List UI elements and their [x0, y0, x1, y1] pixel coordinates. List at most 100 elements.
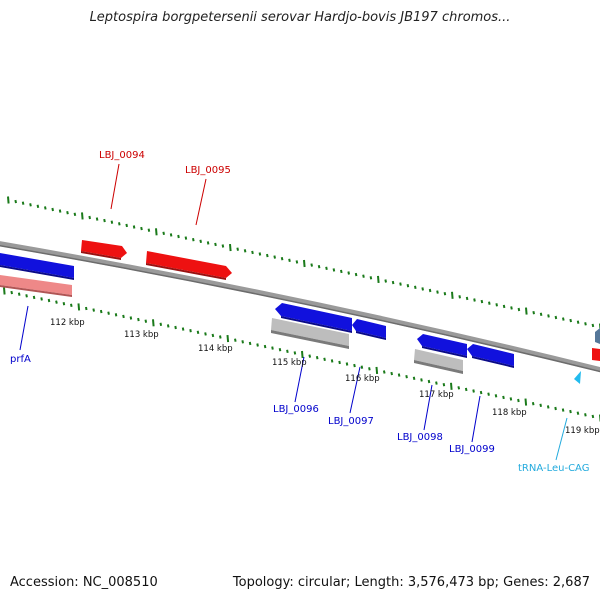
inner-tick [241, 340, 244, 344]
outer-tick [95, 217, 99, 221]
pseudo-feature-lbj-0096[interactable] [271, 318, 349, 349]
inner-tick [99, 309, 103, 314]
gene-feature-reverse-left[interactable] [0, 253, 74, 280]
outer-tick [369, 276, 373, 280]
inner-tick [576, 411, 580, 415]
outer-tick [354, 272, 358, 277]
outer-tick [258, 252, 262, 256]
inner-tick [442, 383, 446, 387]
inner-tick [85, 306, 88, 311]
outer-tick [384, 279, 387, 283]
inner-tick [166, 324, 170, 328]
outer-tick [266, 253, 269, 258]
outer-tick [458, 295, 461, 299]
gene-feature-lbj-0098[interactable] [417, 334, 467, 358]
outer-tick [295, 260, 299, 264]
inner-tick [457, 386, 461, 390]
gene-feature-prfa[interactable] [0, 275, 72, 297]
inner-tick [427, 379, 431, 384]
outer-tick [110, 220, 114, 224]
gene-label-lbj-0095[interactable]: LBJ_0095 [185, 165, 231, 176]
inner-tick [114, 313, 118, 317]
outer-tick [584, 322, 587, 326]
inner-tick [412, 376, 416, 380]
outer-tick [251, 250, 254, 255]
inner-tick [3, 287, 6, 295]
outer-tick [132, 225, 136, 229]
inner-tick [25, 294, 28, 298]
outer-tick [525, 307, 528, 315]
gene-label-trna-leu-cag[interactable]: tRNA-Leu-CAG [518, 463, 589, 474]
outer-tick [73, 212, 77, 216]
inner-tick [92, 308, 95, 312]
outer-tick [273, 255, 276, 259]
outer-tick [421, 287, 424, 291]
outer-tick [443, 292, 447, 296]
gene-feature-lbj-0099[interactable] [467, 344, 514, 368]
gene-label-lbj-0097[interactable]: LBJ_0097 [328, 416, 374, 427]
tick-label: 115 kbp [272, 358, 307, 368]
gene-feature-edge-right[interactable] [595, 328, 600, 344]
outer-tick [140, 226, 143, 231]
outer-tick [214, 242, 217, 247]
gene-feature-lbj-0094[interactable] [81, 240, 127, 260]
outer-tick [44, 206, 47, 210]
pseudo-feature-lbj-0098[interactable] [414, 349, 463, 374]
outer-tick [162, 231, 165, 235]
outer-tick [391, 280, 395, 285]
gene-label-prfa[interactable]: prfA [10, 354, 31, 365]
outer-tick [547, 314, 550, 318]
inner-tick [591, 414, 595, 419]
outer-tick [414, 285, 417, 289]
inner-tick [301, 350, 304, 359]
outer-tick [591, 323, 595, 328]
gene-label-lbj-0098[interactable]: LBJ_0098 [397, 432, 443, 443]
outer-tick [288, 258, 291, 262]
gene-feature-lbj-0095[interactable] [146, 251, 232, 280]
inner-tick [524, 398, 528, 406]
inner-tick [62, 302, 66, 306]
gene-feature-edge-forward[interactable] [592, 348, 600, 361]
genome-summary-text: Topology: circular; Length: 3,576,473 bp… [232, 575, 590, 590]
inner-tick [278, 348, 282, 352]
inner-tick [420, 378, 423, 382]
outer-tick [569, 318, 572, 323]
inner-tick [271, 346, 274, 350]
inner-tick [330, 359, 334, 363]
inner-tick [375, 366, 379, 374]
outer-tick [169, 233, 173, 237]
inner-tick [345, 362, 349, 366]
outer-tick [576, 320, 580, 324]
gene-label-lbj-0096[interactable]: LBJ_0096 [273, 404, 319, 415]
gene-feature-lbj-0096[interactable] [275, 303, 352, 333]
outer-tick [229, 244, 232, 252]
outer-tick [14, 199, 17, 204]
inner-tick [397, 373, 401, 377]
inner-tick [502, 395, 505, 400]
inner-tick [152, 319, 155, 327]
inner-tick [248, 341, 252, 346]
inner-tick [122, 314, 125, 319]
gene-feature-lbj-0097[interactable] [352, 319, 386, 340]
trna-feature-leu-cag[interactable] [574, 371, 581, 384]
gene-label-lbj-0099[interactable]: LBJ_0099 [449, 444, 495, 455]
inner-tick [211, 333, 215, 338]
inner-tick [464, 387, 468, 392]
tick-label: 117 kbp [419, 390, 454, 400]
inner-tick [561, 408, 565, 412]
inner-tick [10, 290, 13, 295]
inner-tick [293, 351, 297, 355]
inner-tick [531, 402, 535, 406]
inner-tick [338, 360, 341, 365]
inner-tick [32, 295, 36, 300]
outer-tick [29, 203, 32, 207]
outer-tick [495, 303, 498, 307]
gene-label-lbj-0094[interactable]: LBJ_0094 [99, 150, 145, 161]
outer-tick [465, 296, 469, 301]
outer-tick [347, 271, 350, 275]
outer-tick [280, 257, 284, 261]
outer-tick [502, 304, 506, 309]
inner-tick [196, 330, 200, 334]
inner-tick [517, 398, 520, 403]
